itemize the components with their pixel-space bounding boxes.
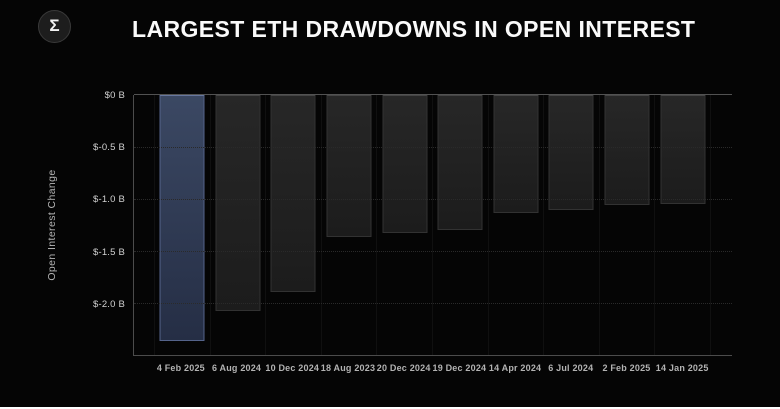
y-tick-label: $-0.5 B <box>92 142 125 154</box>
page-title: LARGEST ETH DRAWDOWNS IN OPEN INTEREST <box>132 16 696 42</box>
x-axis-label: 20 Dec 2024 <box>376 363 431 373</box>
y-tick-label: $-1.5 B <box>92 246 125 258</box>
sigma-glyph: Σ <box>49 16 60 35</box>
drawdown-bar[interactable] <box>604 95 650 206</box>
drawdown-bar[interactable] <box>270 95 316 292</box>
bar-column <box>600 95 656 355</box>
bars-container <box>154 95 711 355</box>
y-tick-label: $0 B <box>104 90 125 101</box>
x-axis-label: 14 Jan 2025 <box>655 363 709 373</box>
plot-area <box>133 94 732 356</box>
gridline-horizontal <box>134 303 732 304</box>
drawdown-bar[interactable] <box>326 95 372 238</box>
drawdown-bar[interactable] <box>382 95 428 234</box>
x-axis-label: 18 Aug 2023 <box>320 363 376 373</box>
y-axis-tick-labels: $0 B $-0.5 B $-1.0 B $-1.5 B $-2.0 B <box>0 90 125 356</box>
drawdown-bar[interactable] <box>215 95 261 312</box>
bar-column <box>655 95 711 355</box>
x-axis-label: 10 Dec 2024 <box>265 363 320 373</box>
drawdown-bar[interactable] <box>493 95 539 213</box>
x-axis-label: 6 Aug 2024 <box>211 363 262 373</box>
x-axis-label: 6 Jul 2024 <box>548 363 594 373</box>
gridline-horizontal <box>134 199 732 200</box>
bar-column <box>489 95 545 355</box>
bar-column <box>154 95 211 355</box>
y-tick-label: $-1.0 B <box>92 194 125 206</box>
drawdown-bar[interactable] <box>159 95 205 342</box>
x-axis-label: 4 Feb 2025 <box>156 363 205 373</box>
x-axis-labels: 4 Feb 2025 6 Aug 2024 10 Dec 2024 18 Aug 20… <box>153 363 710 373</box>
bottom-edge-strip <box>0 407 780 409</box>
bar-column <box>322 95 378 355</box>
bar-column <box>266 95 322 355</box>
drawdown-bar[interactable] <box>437 95 483 231</box>
bar-column <box>544 95 600 355</box>
gridline-horizontal <box>134 147 732 148</box>
x-axis-label: 2 Feb 2025 <box>602 363 651 373</box>
y-tick-label: $-2.0 B <box>92 298 125 310</box>
bar-column <box>433 95 489 355</box>
zero-baseline <box>134 94 732 95</box>
x-axis-label: 14 Apr 2024 <box>488 363 542 373</box>
bar-column <box>377 95 433 355</box>
sigma-logo-icon: Σ <box>38 10 71 43</box>
drawdown-bar[interactable] <box>548 95 594 211</box>
x-axis-label: 19 Dec 2024 <box>432 363 487 373</box>
bar-column <box>211 95 267 355</box>
drawdown-bar[interactable] <box>660 95 706 205</box>
gridline-horizontal <box>134 251 732 252</box>
